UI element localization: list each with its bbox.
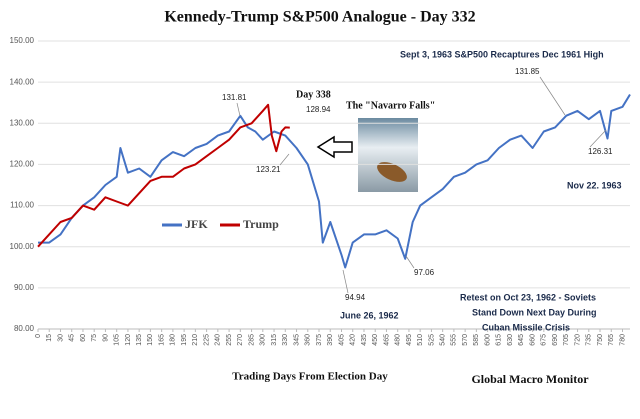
annotation: 94.94 bbox=[345, 293, 366, 302]
x-tick-label: 195 bbox=[181, 334, 188, 346]
x-tick-label: 735 bbox=[586, 334, 593, 346]
x-tick-label: 465 bbox=[383, 334, 390, 346]
x-tick-label: 435 bbox=[361, 334, 368, 346]
annotation: 131.81 bbox=[222, 93, 247, 102]
x-tick-label: 600 bbox=[484, 334, 491, 346]
x-tick-label: 240 bbox=[215, 334, 222, 346]
x-tick-label: 555 bbox=[451, 334, 458, 346]
x-tick-label: 450 bbox=[372, 334, 379, 346]
y-tick-label: 90.00 bbox=[14, 283, 35, 292]
x-tick-label: 495 bbox=[406, 334, 413, 346]
annotation: The "Navarro Falls" bbox=[346, 100, 435, 111]
x-tick-label: 60 bbox=[80, 334, 87, 342]
annotation: 123.21 bbox=[256, 165, 281, 174]
x-tick-label: 330 bbox=[282, 334, 289, 346]
x-tick-label: 270 bbox=[237, 334, 244, 346]
x-tick-label: 750 bbox=[597, 334, 604, 346]
x-tick-label: 225 bbox=[203, 334, 210, 346]
x-tick-label: 405 bbox=[338, 334, 345, 346]
leader-line bbox=[589, 129, 607, 148]
x-tick-label: 75 bbox=[91, 334, 98, 342]
y-tick-label: 80.00 bbox=[14, 324, 35, 333]
annotation: Cuban Missile Crisis bbox=[482, 322, 570, 332]
x-tick-label: 90 bbox=[102, 334, 109, 342]
x-tick-label: 285 bbox=[248, 334, 255, 346]
leader-line bbox=[405, 255, 415, 269]
x-tick-label: 585 bbox=[473, 334, 480, 346]
x-tick-label: 645 bbox=[518, 334, 525, 346]
y-tick-label: 150.00 bbox=[10, 36, 35, 45]
x-tick-label: 30 bbox=[57, 334, 64, 342]
annotation: Sept 3, 1963 S&P500 Recaptures Dec 1961 … bbox=[400, 49, 604, 59]
x-tick-label: 135 bbox=[136, 334, 143, 346]
x-tick-label: 525 bbox=[428, 334, 435, 346]
x-tick-label: 375 bbox=[316, 334, 323, 346]
annotation: Nov 22. 1963 bbox=[567, 180, 622, 190]
annotation: June 26, 1962 bbox=[340, 310, 399, 320]
y-tick-label: 120.00 bbox=[10, 160, 35, 169]
annotation: 126.31 bbox=[588, 147, 613, 156]
annotation: 97.06 bbox=[414, 268, 435, 277]
legend-label: Trump bbox=[243, 217, 279, 231]
annotation: 131.85 bbox=[515, 67, 540, 76]
x-tick-label: 705 bbox=[563, 334, 570, 346]
x-tick-label: 315 bbox=[271, 334, 278, 346]
arrow bbox=[316, 135, 353, 159]
y-tick-label: 100.00 bbox=[10, 242, 35, 251]
x-tick-label: 660 bbox=[529, 334, 536, 346]
x-tick-label: 300 bbox=[260, 334, 267, 346]
x-tick-label: 570 bbox=[462, 334, 469, 346]
x-tick-label: 255 bbox=[226, 334, 233, 346]
x-tick-label: 0 bbox=[35, 334, 42, 338]
y-tick-label: 140.00 bbox=[10, 77, 35, 86]
x-tick-label: 630 bbox=[507, 334, 514, 346]
annotation: Day 338 bbox=[296, 89, 331, 100]
annotation: 128.94 bbox=[306, 105, 331, 114]
leader-line bbox=[236, 102, 241, 117]
credit: Global Macro Monitor bbox=[471, 372, 589, 386]
x-tick-label: 45 bbox=[69, 334, 76, 342]
x-tick-label: 675 bbox=[541, 334, 548, 346]
annotation: Stand Down Next Day During bbox=[472, 307, 597, 317]
x-tick-label: 540 bbox=[440, 334, 447, 346]
x-tick-label: 120 bbox=[125, 334, 132, 346]
x-tick-label: 720 bbox=[574, 334, 581, 346]
x-tick-label: 105 bbox=[114, 334, 121, 346]
series-line bbox=[38, 93, 631, 269]
falls-image bbox=[358, 118, 418, 192]
x-tick-label: 780 bbox=[619, 334, 626, 346]
x-tick-label: 15 bbox=[46, 334, 53, 342]
leader-line bbox=[342, 269, 349, 294]
y-tick-label: 110.00 bbox=[10, 201, 34, 210]
x-tick-label: 510 bbox=[417, 334, 424, 346]
leader-line bbox=[539, 76, 566, 116]
x-tick-label: 345 bbox=[293, 334, 300, 346]
barrel bbox=[377, 162, 407, 182]
x-tick-label: 690 bbox=[552, 334, 559, 346]
y-tick-label: 130.00 bbox=[10, 118, 35, 127]
x-tick-label: 615 bbox=[496, 334, 503, 346]
x-tick-label: 390 bbox=[327, 334, 334, 346]
chart-title: Kennedy-Trump S&P500 Analogue - Day 332 bbox=[164, 9, 475, 26]
x-axis-title: Trading Days From Election Day bbox=[232, 371, 388, 383]
x-tick-label: 165 bbox=[158, 334, 165, 346]
legend-label: JFK bbox=[185, 217, 208, 231]
annotation: Retest on Oct 23, 1962 - Soviets bbox=[460, 292, 596, 302]
x-tick-label: 150 bbox=[147, 334, 154, 346]
x-tick-label: 480 bbox=[395, 334, 402, 346]
x-tick-label: 210 bbox=[192, 334, 199, 346]
series-line bbox=[37, 103, 290, 248]
x-tick-label: 360 bbox=[305, 334, 312, 346]
leader-line bbox=[279, 153, 290, 166]
x-tick-label: 765 bbox=[608, 334, 615, 346]
x-tick-label: 180 bbox=[170, 334, 177, 346]
x-tick-label: 420 bbox=[350, 334, 357, 346]
